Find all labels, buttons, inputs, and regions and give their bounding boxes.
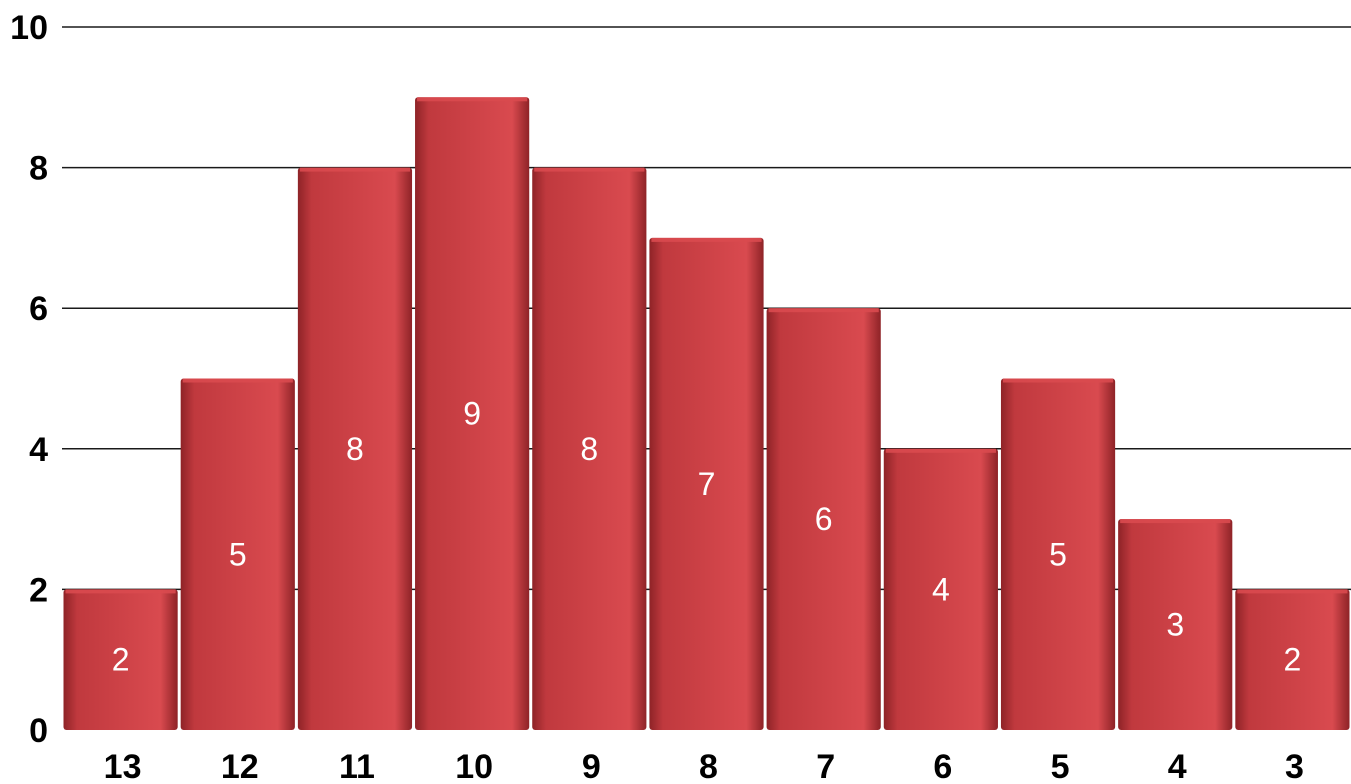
x-tick-label: 11 xyxy=(339,748,375,784)
bar-group: 3 xyxy=(1118,519,1233,730)
bar xyxy=(415,97,530,731)
bar-data-label: 4 xyxy=(932,571,950,607)
x-tick-label: 13 xyxy=(104,748,142,784)
bar-group: 6 xyxy=(766,308,881,730)
bar-top-highlight xyxy=(768,308,879,313)
bar xyxy=(1235,589,1350,730)
bar xyxy=(532,167,647,731)
bar xyxy=(63,589,178,730)
x-tick-label: 8 xyxy=(699,748,718,784)
bar-top-highlight xyxy=(651,237,762,242)
bar-data-label: 5 xyxy=(1049,536,1067,572)
bar-top-highlight xyxy=(65,589,176,594)
bar-top-highlight xyxy=(534,167,645,172)
bar-group: 9 xyxy=(415,97,530,731)
bar xyxy=(297,167,413,731)
bar-group: 5 xyxy=(180,378,295,730)
bar-group: 2 xyxy=(1235,589,1350,730)
x-tick-label: 6 xyxy=(933,748,952,784)
bar-data-label: 3 xyxy=(1166,607,1184,643)
x-axis: 13 12 11 10 9 8 7 6 5 4 3 xyxy=(104,748,1304,784)
bar xyxy=(180,378,295,730)
bar-data-label: 5 xyxy=(229,536,247,572)
bar-top-highlight xyxy=(182,378,293,383)
bar-data-label: 9 xyxy=(463,396,481,432)
x-tick-label: 3 xyxy=(1285,748,1304,784)
bar-group: 8 xyxy=(532,167,647,731)
x-tick-label: 9 xyxy=(582,748,601,784)
bar-group: 8 xyxy=(297,167,413,731)
bar-top-highlight xyxy=(1002,378,1114,383)
x-tick-label: 12 xyxy=(221,748,259,784)
x-tick-label: 10 xyxy=(455,748,493,784)
bar-group: 5 xyxy=(1000,378,1116,730)
bar-top-highlight xyxy=(299,167,411,172)
bar xyxy=(1000,378,1116,730)
bar-top-highlight xyxy=(1237,589,1348,594)
bar-group: 7 xyxy=(649,237,764,730)
y-tick-label: 8 xyxy=(29,150,48,188)
y-tick-label: 4 xyxy=(29,431,48,469)
y-tick-label: 10 xyxy=(10,9,48,47)
bar-group: 4 xyxy=(883,448,998,730)
x-tick-label: 4 xyxy=(1168,748,1187,784)
y-axis: 0 2 4 6 8 10 xyxy=(10,9,48,750)
bar-top-highlight xyxy=(885,448,996,453)
y-tick-label: 0 xyxy=(29,712,48,750)
bar xyxy=(1118,519,1233,730)
x-tick-label: 5 xyxy=(1051,748,1070,784)
bar xyxy=(883,448,998,730)
bar-data-label: 2 xyxy=(112,642,130,678)
bar-top-highlight xyxy=(1120,519,1231,524)
x-tick-label: 7 xyxy=(816,748,835,784)
bars: 2 5 8 9 8 7 6 4 5 3 2 xyxy=(63,97,1350,731)
bar-data-label: 6 xyxy=(815,501,833,537)
bar-data-label: 7 xyxy=(698,466,716,502)
bar-top-highlight xyxy=(417,97,528,102)
y-tick-label: 6 xyxy=(29,290,48,328)
bar xyxy=(649,237,764,730)
y-tick-label: 2 xyxy=(29,571,48,609)
bar xyxy=(766,308,881,730)
bar-data-label: 2 xyxy=(1284,642,1302,678)
bar-group: 2 xyxy=(63,589,178,730)
bar-data-label: 8 xyxy=(580,431,598,467)
bar-data-label: 8 xyxy=(346,431,364,467)
